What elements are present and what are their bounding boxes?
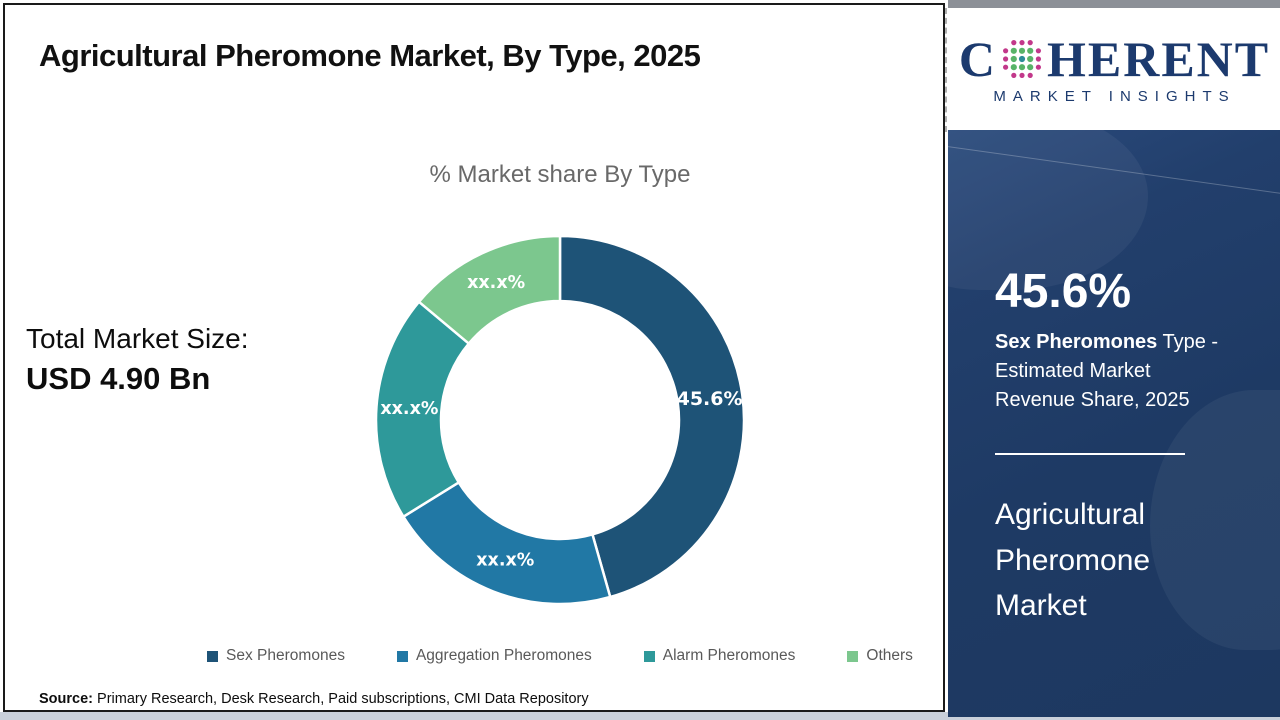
sidebar-divider-line bbox=[995, 453, 1185, 455]
legend-swatch bbox=[207, 650, 219, 662]
globe-dot bbox=[1027, 47, 1034, 54]
highlight-stat-description: Sex Pheromones Type - Estimated Market R… bbox=[995, 328, 1223, 415]
logo-wordmark: C HERENT bbox=[959, 34, 1270, 84]
source-text: Primary Research, Desk Research, Paid su… bbox=[93, 691, 589, 707]
donut-slice bbox=[417, 234, 562, 345]
page-title: Agricultural Pheromone Market, By Type, … bbox=[39, 38, 701, 73]
legend-label: Others bbox=[866, 647, 913, 664]
donut-slice-label: xx.x% bbox=[380, 399, 438, 419]
source-line: Source: Primary Research, Desk Research,… bbox=[39, 691, 589, 707]
stat-segment-name: Sex Pheromones bbox=[995, 331, 1158, 353]
donut-slice bbox=[402, 481, 612, 606]
globe-dot bbox=[1027, 63, 1034, 70]
globe-dot bbox=[1010, 47, 1017, 54]
legend-label: Aggregation Pheromones bbox=[415, 647, 592, 664]
logo-letters-rest: HERENT bbox=[1046, 30, 1271, 87]
legend-swatch bbox=[643, 650, 655, 662]
legend-swatch bbox=[396, 650, 408, 662]
legend-label: Alarm Pheromones bbox=[662, 647, 796, 664]
logo-letter-c: C bbox=[958, 30, 997, 87]
globe-dot bbox=[1011, 39, 1017, 45]
globe-dot bbox=[1019, 39, 1025, 45]
legend-swatch bbox=[847, 650, 859, 662]
top-gray-strip bbox=[948, 0, 1280, 8]
chart-legend: Sex Pheromones Aggregation Pheromones Alar… bbox=[160, 647, 960, 665]
brand-logo: C HERENT MARKET INSIGHTS bbox=[949, 8, 1280, 130]
total-market-size-label: Total Market Size: bbox=[26, 323, 249, 354]
total-market-size-value: USD 4.90 Bn bbox=[26, 361, 211, 396]
legend-item: Aggregation Pheromones bbox=[396, 647, 592, 665]
globe-dot bbox=[1027, 55, 1034, 62]
highlight-sidebar: 45.6% Sex Pheromones Type - Estimated Ma… bbox=[948, 130, 1280, 717]
globe-dot bbox=[1018, 55, 1026, 62]
legend-label: Sex Pheromones bbox=[226, 647, 345, 664]
highlight-stat-value: 45.6% bbox=[995, 265, 1132, 318]
chart-panel: Agricultural Pheromone Market, By Type, … bbox=[3, 3, 945, 712]
globe-dot bbox=[1035, 47, 1041, 53]
globe-dot bbox=[1010, 55, 1017, 62]
donut-slice-label: xx.x% bbox=[467, 273, 525, 293]
donut-slice bbox=[558, 234, 746, 599]
bottom-strip bbox=[0, 712, 1280, 720]
stat-segment-rest: Type - Estimated Market Revenue Share, 2… bbox=[995, 331, 1219, 411]
globe-dot bbox=[1002, 47, 1009, 53]
chart-subtitle: % Market share By Type bbox=[429, 161, 691, 188]
globe-dots-icon bbox=[1002, 39, 1041, 78]
legend-item: Sex Pheromones bbox=[207, 647, 345, 665]
sidebar-market-name: Agricultural Pheromone Market bbox=[995, 498, 1151, 622]
total-market-size-block: Total Market Size: USD 4.90 Bn bbox=[26, 323, 249, 397]
globe-dot bbox=[1027, 72, 1033, 78]
logo-subtitle: MARKET INSIGHTS bbox=[993, 87, 1236, 105]
globe-dot bbox=[1018, 63, 1026, 70]
donut-slice-label: xx.x% bbox=[476, 551, 534, 571]
dashed-divider bbox=[945, 8, 947, 132]
globe-dot bbox=[1011, 72, 1017, 78]
globe-dot bbox=[1035, 55, 1041, 62]
donut-slice-label: 45.6% bbox=[677, 388, 743, 410]
legend-item: Others bbox=[847, 647, 913, 665]
globe-dot bbox=[1018, 47, 1026, 54]
source-label: Source: bbox=[39, 691, 93, 707]
globe-dot bbox=[1027, 39, 1033, 45]
globe-dot bbox=[1035, 64, 1041, 70]
globe-dot bbox=[1002, 55, 1009, 62]
legend-item: Alarm Pheromones bbox=[643, 647, 796, 665]
globe-dot bbox=[1002, 64, 1009, 70]
globe-dot bbox=[1019, 72, 1025, 78]
donut-chart: 45.6% xx.x% xx.x% xx.x% bbox=[374, 234, 746, 606]
globe-dot bbox=[1010, 63, 1017, 70]
